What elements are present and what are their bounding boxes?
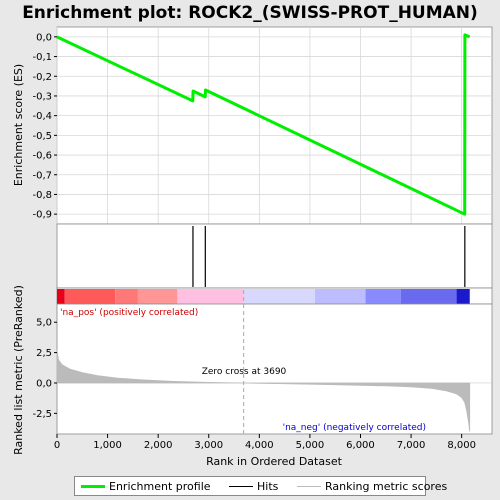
es-y-tick-label: -0,7 [32, 170, 52, 181]
legend-swatch-ranking-metric [297, 486, 321, 487]
x-tick-label: 4,000 [245, 440, 274, 451]
metric-y-ticks: 5,0 2,5 0,0 -2,5 [32, 318, 57, 420]
colorbar-segment [400, 289, 457, 304]
x-axis-label: Rank in Ordered Dataset [206, 455, 343, 468]
legend: Enrichment profile Hits Ranking metric s… [74, 476, 447, 496]
colorbar-segment [314, 289, 366, 304]
x-tick-label: 8,000 [447, 440, 476, 451]
colorbar-segment [57, 289, 65, 304]
zero-cross-label: Zero cross at 3690 [202, 367, 287, 377]
rank-colorbar [57, 289, 470, 304]
colorbar-segment [456, 289, 470, 304]
ranking-metric-series [56, 350, 471, 432]
negative-correlation-label: 'na_neg' (negatively correlated) [283, 423, 426, 433]
es-y-ticks: 0,0 -0,1 -0,2 -0,3 -0,4 -0,5 -0,6 -0,7 -0,8 -0,9 [32, 32, 57, 221]
es-y-tick-label: -0,4 [32, 111, 52, 122]
es-y-tick-label: -0,6 [32, 151, 52, 162]
metric-y-tick-label: 5,0 [36, 318, 52, 329]
x-tick-label: 1,000 [93, 440, 122, 451]
x-axis-ticks: 0 1,000 2,000 3,000 4,000 5,000 6,000 7,000 8,00… [54, 434, 476, 451]
x-tick-label: 0 [54, 440, 60, 451]
metric-y-tick-label: -2,5 [32, 409, 52, 420]
positive-correlation-label: 'na_pos' (positively correlated) [60, 308, 198, 318]
legend-swatch-enrichment-profile [81, 485, 105, 488]
colorbar-segment [137, 289, 178, 304]
metric-y-axis-label: Ranked list metric (PreRanked) [12, 285, 25, 455]
x-tick-label: 6,000 [346, 440, 375, 451]
es-y-axis-label: Enrichment score (ES) [12, 64, 25, 186]
ranking-metric-area [56, 350, 471, 432]
metric-y-tick-label: 0,0 [36, 378, 52, 389]
x-tick-label: 2,000 [144, 440, 173, 451]
chart-title: Enrichment plot: ROCK2_(SWISS-PROT_HUMAN… [22, 3, 478, 23]
colorbar-segment [177, 289, 244, 304]
enrichment-profile-line [56, 33, 471, 216]
es-y-tick-label: -0,1 [32, 52, 52, 63]
legend-label-hits: Hits [257, 480, 279, 493]
legend-label-enrichment-profile: Enrichment profile [109, 480, 211, 493]
x-tick-label: 7,000 [397, 440, 426, 451]
legend-swatch-hits [229, 486, 253, 487]
legend-label-ranking-metric: Ranking metric scores [325, 480, 448, 493]
hits-panel [56, 223, 493, 289]
metric-y-tick-label: 2,5 [36, 348, 52, 359]
colorbar-segment [64, 289, 116, 304]
es-y-tick-label: -0,2 [32, 72, 52, 83]
colorbar-segment [243, 289, 315, 304]
es-y-tick-label: -0,9 [32, 210, 52, 221]
es-y-tick-label: -0,8 [32, 190, 52, 201]
es-gridlines [56, 27, 492, 224]
colorbar-segment [115, 289, 138, 304]
metric-panel [56, 303, 493, 435]
x-tick-label: 5,000 [296, 440, 325, 451]
colorbar-segment [365, 289, 401, 304]
es-y-tick-label: -0,3 [32, 91, 52, 102]
enrichment-profile-series [56, 33, 471, 216]
es-y-tick-label: 0,0 [36, 32, 52, 43]
hits-marks [192, 226, 466, 287]
es-y-tick-label: -0,5 [32, 131, 52, 142]
x-tick-label: 3,000 [194, 440, 223, 451]
